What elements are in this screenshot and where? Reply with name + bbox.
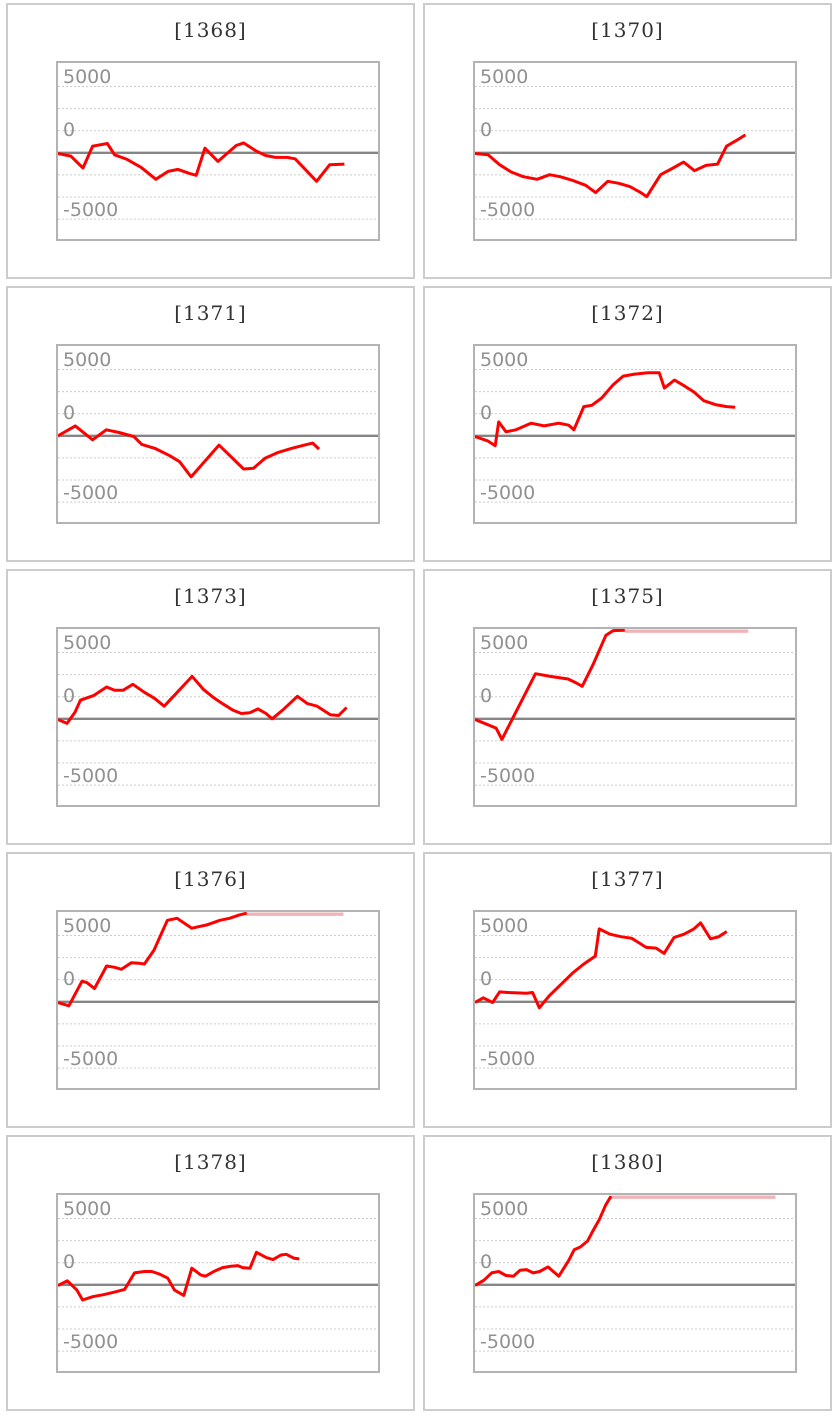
- chart-title: [1373]: [174, 584, 247, 608]
- plot-area: 5000 0 -5000: [56, 344, 380, 524]
- y-axis-label-neg5000: -5000: [63, 199, 119, 221]
- series-line: [58, 674, 348, 725]
- y-axis-label-neg5000: -5000: [63, 765, 119, 787]
- plot-area: 5000 0 -5000: [473, 910, 797, 1090]
- y-axis-label-5000: 5000: [63, 915, 112, 937]
- chart-svg: [475, 921, 795, 1069]
- plot-area: 5000 0 -5000: [56, 910, 380, 1090]
- chart-cell: [1368] 5000 0 -5000: [6, 3, 415, 279]
- chart-title: [1380]: [591, 1150, 664, 1174]
- y-axis-label-5000: 5000: [63, 66, 112, 88]
- y-axis-label-neg5000: -5000: [480, 765, 536, 787]
- chart-cell: [1377] 5000 0 -5000: [423, 852, 832, 1128]
- y-axis-label-5000: 5000: [480, 915, 529, 937]
- chart-title: [1378]: [174, 1150, 247, 1174]
- plot-area: 5000 0 -5000: [473, 627, 797, 807]
- y-axis-label-0: 0: [63, 968, 76, 990]
- y-axis-label-0: 0: [480, 968, 493, 990]
- y-axis-label-0: 0: [480, 1251, 493, 1273]
- chart-cell: [1375] 5000 0 -5000: [423, 569, 832, 845]
- chart-title: [1377]: [591, 867, 664, 891]
- series-line: [58, 141, 345, 183]
- y-axis-label-5000: 5000: [480, 632, 529, 654]
- chart-title: [1370]: [591, 18, 664, 42]
- series-line: [475, 371, 736, 448]
- y-axis-label-5000: 5000: [63, 632, 112, 654]
- y-axis-label-neg5000: -5000: [480, 482, 536, 504]
- y-axis-label-0: 0: [480, 119, 493, 141]
- chart-svg: [58, 652, 378, 786]
- chart-cell: [1370] 5000 0 -5000: [423, 3, 832, 279]
- chart-svg: [58, 912, 378, 1069]
- series-line: [58, 1250, 300, 1302]
- chart-title: [1376]: [174, 867, 247, 891]
- y-axis-label-0: 0: [480, 402, 493, 424]
- series-line: [475, 1195, 613, 1287]
- chart-svg: [475, 1195, 795, 1352]
- chart-svg: [475, 86, 795, 220]
- series-line: [58, 912, 248, 1008]
- plot-area: 5000 0 -5000: [56, 61, 380, 241]
- chart-cell: [1380] 5000 0 -5000: [423, 1135, 832, 1411]
- y-axis-label-neg5000: -5000: [480, 1048, 536, 1070]
- y-axis-label-neg5000: -5000: [63, 1331, 119, 1353]
- y-axis-label-5000: 5000: [480, 1198, 529, 1220]
- y-axis-label-neg5000: -5000: [63, 1048, 119, 1070]
- plot-area: 5000 0 -5000: [56, 627, 380, 807]
- chart-title: [1372]: [591, 301, 664, 325]
- chart-svg: [475, 629, 795, 786]
- y-axis-label-5000: 5000: [63, 1198, 112, 1220]
- y-axis-label-0: 0: [63, 402, 76, 424]
- y-axis-label-5000: 5000: [63, 349, 112, 371]
- chart-cell: [1373] 5000 0 -5000: [6, 569, 415, 845]
- chart-svg: [58, 86, 378, 220]
- chart-svg: [58, 369, 378, 503]
- chart-title: [1375]: [591, 584, 664, 608]
- y-axis-label-neg5000: -5000: [480, 199, 536, 221]
- y-axis-label-0: 0: [480, 685, 493, 707]
- y-axis-label-0: 0: [63, 119, 76, 141]
- series-line: [475, 629, 625, 741]
- y-axis-label-5000: 5000: [480, 66, 529, 88]
- y-axis-label-neg5000: -5000: [480, 1331, 536, 1353]
- chart-cell: [1376] 5000 0 -5000: [6, 852, 415, 1128]
- series-line: [475, 921, 728, 1010]
- plot-area: 5000 0 -5000: [56, 1193, 380, 1373]
- y-axis-label-0: 0: [63, 685, 76, 707]
- chart-title: [1368]: [174, 18, 247, 42]
- plot-area: 5000 0 -5000: [473, 61, 797, 241]
- chart-cell: [1371] 5000 0 -5000: [6, 286, 415, 562]
- chart-title: [1371]: [174, 301, 247, 325]
- y-axis-label-neg5000: -5000: [63, 482, 119, 504]
- y-axis-label-5000: 5000: [480, 349, 529, 371]
- plot-area: 5000 0 -5000: [473, 344, 797, 524]
- plot-area: 5000 0 -5000: [473, 1193, 797, 1373]
- series-line: [475, 133, 747, 199]
- chart-svg: [475, 369, 795, 503]
- series-line: [58, 424, 321, 479]
- chart-cell: [1378] 5000 0 -5000: [6, 1135, 415, 1411]
- chart-cell: [1372] 5000 0 -5000: [423, 286, 832, 562]
- chart-svg: [58, 1218, 378, 1352]
- y-axis-label-0: 0: [63, 1251, 76, 1273]
